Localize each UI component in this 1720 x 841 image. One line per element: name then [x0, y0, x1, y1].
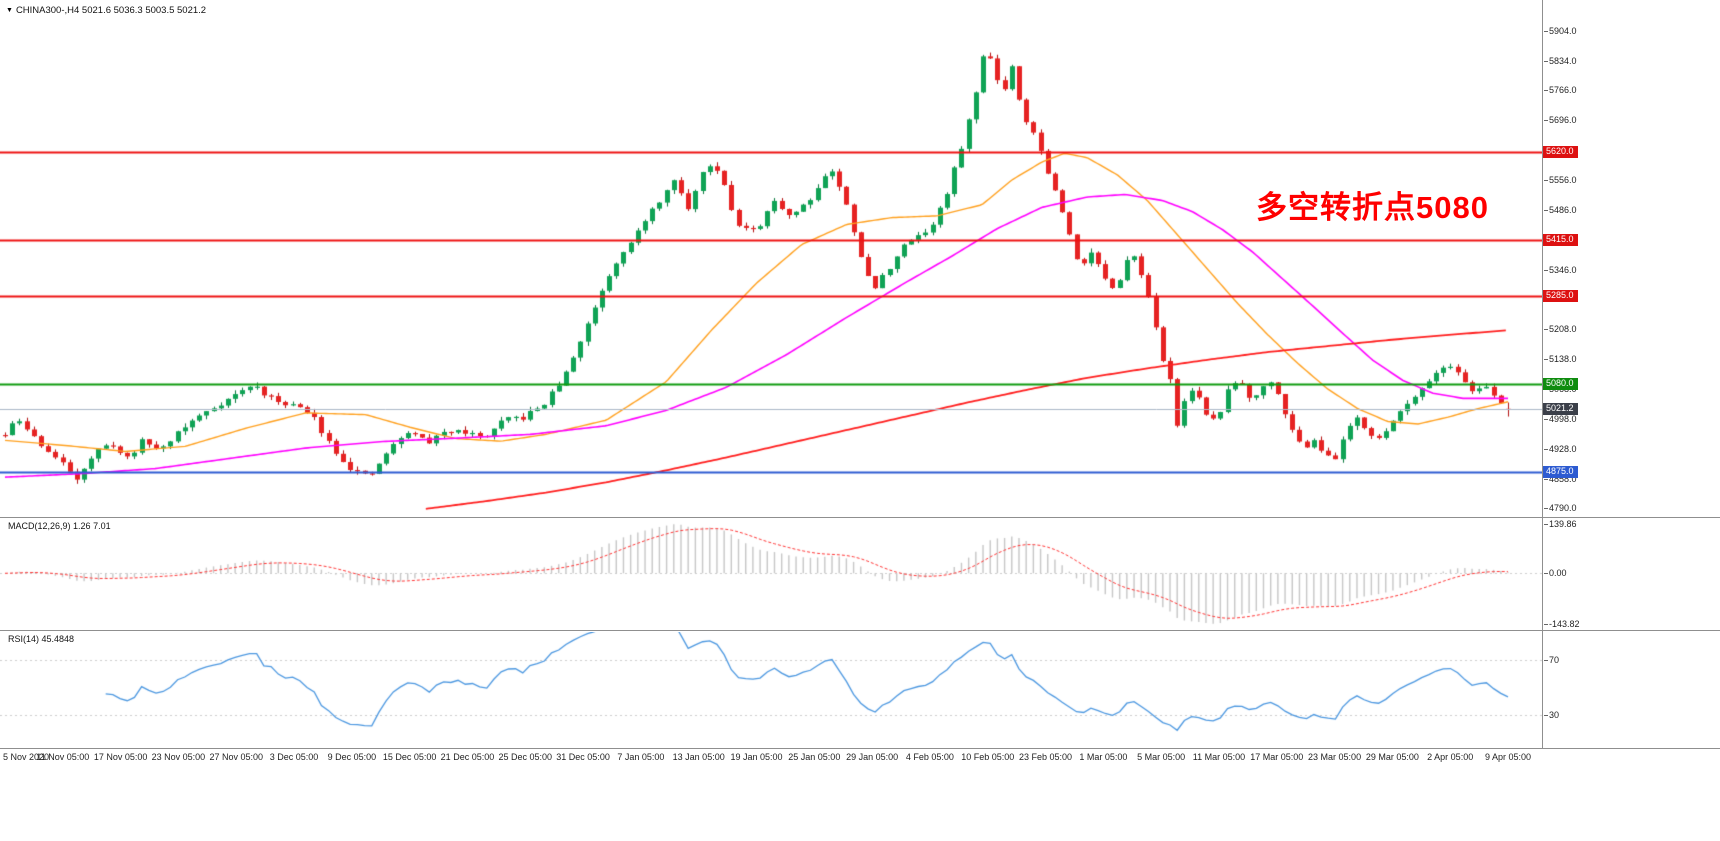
time-tick-label: 25 Dec 05:00: [498, 752, 553, 762]
price-tick-label: 5556.0: [1544, 174, 1577, 185]
macd-values: 1.26 7.01: [73, 521, 111, 531]
price-tick-label: 4858.0: [1544, 473, 1577, 484]
rsi-tick-label: 70: [1543, 654, 1560, 665]
time-tick-label: 5 Mar 05:00: [1137, 752, 1186, 762]
panel-divider-rsi-time[interactable]: [0, 748, 1720, 749]
time-tick-label: 23 Mar 05:00: [1308, 752, 1362, 762]
price-tick-label: 5486.0: [1544, 204, 1577, 215]
time-tick-label: 4 Feb 05:00: [905, 752, 954, 762]
time-tick-label: 19 Jan 05:00: [730, 752, 783, 762]
price-level-badge: 5285.0: [1543, 289, 1578, 302]
panel-divider-macd-rsi[interactable]: [0, 630, 1720, 631]
axis-divider: [1542, 0, 1543, 748]
price-level-badge: 5620.0: [1543, 146, 1578, 159]
price-level-badge: 5021.2: [1543, 402, 1578, 415]
price-level-badge: 4875.0: [1543, 465, 1578, 478]
price-tick-label: 5696.0: [1544, 114, 1577, 125]
time-tick-label: 17 Mar 05:00: [1250, 752, 1304, 762]
time-tick-label: 23 Nov 05:00: [151, 752, 206, 762]
time-tick-label: 11 Mar 05:00: [1192, 752, 1246, 762]
time-tick-label: 15 Dec 05:00: [382, 752, 437, 762]
rsi-panel-canvas[interactable]: [0, 632, 1542, 748]
time-tick-label: 29 Mar 05:00: [1365, 752, 1419, 762]
time-tick-label: 3 Dec 05:00: [269, 752, 319, 762]
time-tick-label: 9 Apr 05:00: [1484, 752, 1532, 762]
price-tick-label: 5138.0: [1544, 353, 1577, 364]
price-tick-label: 5766.0: [1544, 84, 1577, 95]
time-tick-label: 13 Jan 05:00: [672, 752, 725, 762]
turning-point-annotation: 多空转折点5080: [1256, 190, 1489, 225]
price-tick-label: 4998.0: [1544, 413, 1577, 424]
time-tick-label: 27 Nov 05:00: [209, 752, 263, 762]
macd-panel-canvas[interactable]: [0, 519, 1542, 630]
expand-triangle-icon[interactable]: ▼: [6, 7, 13, 14]
time-tick-label: 7 Jan 05:00: [617, 752, 665, 762]
time-tick-label: 10 Feb 05:00: [961, 752, 1015, 762]
time-tick-label: 23 Feb 05:00: [1019, 752, 1073, 762]
rsi-axis[interactable]: 70 30: [1543, 632, 1720, 748]
macd-tick-label: 0.00: [1544, 568, 1567, 579]
time-tick-label: 21 Dec 05:00: [440, 752, 495, 762]
price-axis[interactable]: 5904.05834.05766.05696.05626.05556.05486…: [1543, 0, 1720, 748]
macd-indicator-label: MACD(12,26,9) 1.26 7.01: [8, 521, 111, 531]
price-level-badge: 5080.0: [1543, 377, 1578, 390]
price-tick-label: 4790.0: [1544, 503, 1577, 513]
price-tick-label: 5904.0: [1544, 25, 1577, 36]
time-tick-label: 1 Mar 05:00: [1079, 752, 1128, 762]
rsi-indicator-label: RSI(14) 45.4848: [8, 634, 74, 644]
price-tick-label: 5346.0: [1544, 264, 1577, 275]
time-tick-label: 2 Apr 05:00: [1427, 752, 1474, 762]
price-tick-label: 4928.0: [1544, 443, 1577, 454]
price-tick-label: 5834.0: [1544, 55, 1577, 66]
macd-tick-label: 139.86: [1544, 519, 1577, 530]
symbol-ohlc-bar[interactable]: ▼ CHINA300-,H4 5021.6 5036.3 5003.5 5021…: [6, 5, 206, 16]
macd-tick-label: -143.82: [1544, 618, 1580, 629]
price-chart-canvas[interactable]: [0, 0, 1542, 517]
macd-title: MACD(12,26,9): [8, 521, 71, 531]
rsi-title: RSI(14): [8, 634, 40, 644]
time-tick-label: 31 Dec 05:00: [556, 752, 610, 762]
time-tick-label: 25 Jan 05:00: [788, 752, 841, 762]
price-tick-label: 5208.0: [1544, 323, 1577, 334]
time-tick-label: 11 Nov 05:00: [36, 752, 90, 762]
time-tick-label: 5 Nov 2020: [3, 752, 50, 762]
panel-divider-main-macd[interactable]: [0, 517, 1720, 518]
time-tick-label: 17 Nov 05:00: [93, 752, 148, 762]
time-tick-label: 29 Jan 05:00: [846, 752, 899, 762]
symbol-ohlc-text: CHINA300-,H4 5021.6 5036.3 5003.5 5021.2: [15, 5, 207, 16]
time-axis[interactable]: 5 Nov 2020 11 Nov 05:00 17 Nov 05:00 23 Nov…: [0, 748, 1720, 766]
price-level-badge: 5415.0: [1543, 234, 1578, 247]
macd-axis[interactable]: 139.86 0.00 -143.82: [1543, 519, 1720, 630]
rsi-tick-label: 30: [1543, 709, 1560, 720]
rsi-value: 45.4848: [41, 634, 75, 644]
time-tick-label: 9 Dec 05:00: [327, 752, 377, 762]
